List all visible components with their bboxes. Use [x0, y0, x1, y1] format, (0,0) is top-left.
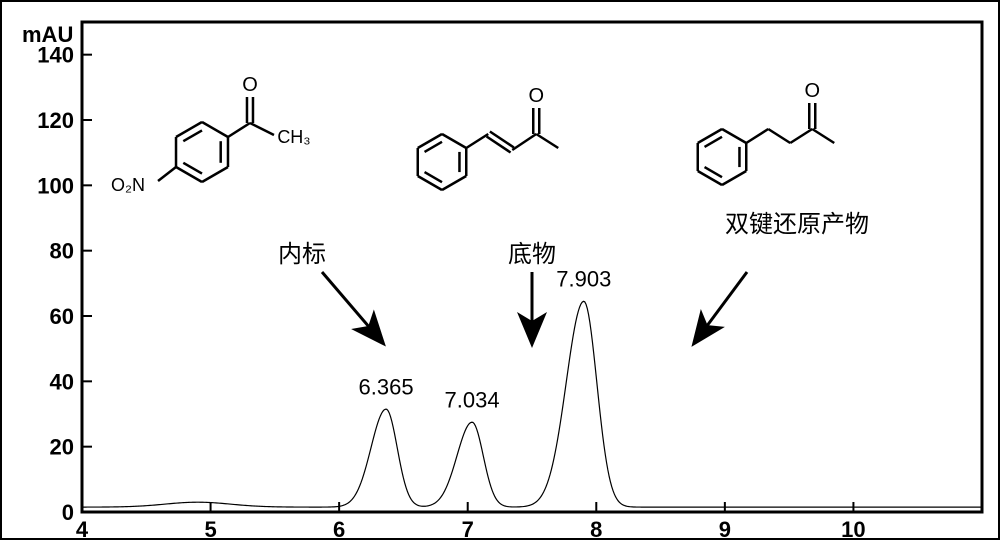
svg-text:O: O [528, 85, 544, 107]
x-ticks: 4 5 6 7 8 9 10 [76, 502, 866, 542]
svg-text:0: 0 [62, 500, 74, 525]
svg-text:6: 6 [333, 517, 345, 542]
svg-text:8: 8 [590, 517, 602, 542]
svg-text:O: O [242, 74, 258, 96]
chromatogram-svg: mAU 45678910 020406080100120140 6.3657.0… [2, 2, 1000, 542]
svg-text:CH₃: CH₃ [277, 127, 310, 147]
chart-container: mAU 45678910 020406080100120140 6.3657.0… [0, 0, 1000, 540]
label-product: 双键还原产物 [725, 211, 869, 238]
molecule-product: O [698, 80, 834, 185]
svg-text:7.034: 7.034 [445, 387, 500, 412]
svg-text:6.365: 6.365 [359, 374, 414, 399]
svg-text:9: 9 [719, 517, 731, 542]
svg-text:100: 100 [37, 173, 74, 198]
svg-text:140: 140 [37, 43, 74, 68]
svg-text:5: 5 [204, 517, 216, 542]
svg-text:10: 10 [841, 517, 865, 542]
svg-text:40: 40 [50, 369, 74, 394]
molecule-substrate: O [418, 85, 558, 190]
svg-text:O: O [804, 80, 820, 102]
svg-text:7.903: 7.903 [556, 267, 611, 292]
svg-text:80: 80 [50, 239, 74, 264]
svg-text:120: 120 [37, 108, 74, 133]
molecule-internal-standard: O CH₃ O₂N [111, 74, 311, 195]
label-substrate: 底物 [508, 241, 556, 268]
svg-text:O₂N: O₂N [111, 175, 145, 195]
svg-text:60: 60 [50, 304, 74, 329]
svg-text:7: 7 [462, 517, 474, 542]
label-internal-standard: 内标 [278, 241, 326, 268]
svg-text:20: 20 [50, 435, 74, 460]
y-ticks: 0 20 40 60 80 100 120 140 [37, 43, 92, 525]
overlay-annotations: 内标 底物 双键还原产物 O CH₃ O₂N O O [111, 74, 869, 342]
svg-text:4: 4 [76, 517, 89, 542]
peak-labels: 6.365 7.034 7.903 [359, 267, 612, 413]
